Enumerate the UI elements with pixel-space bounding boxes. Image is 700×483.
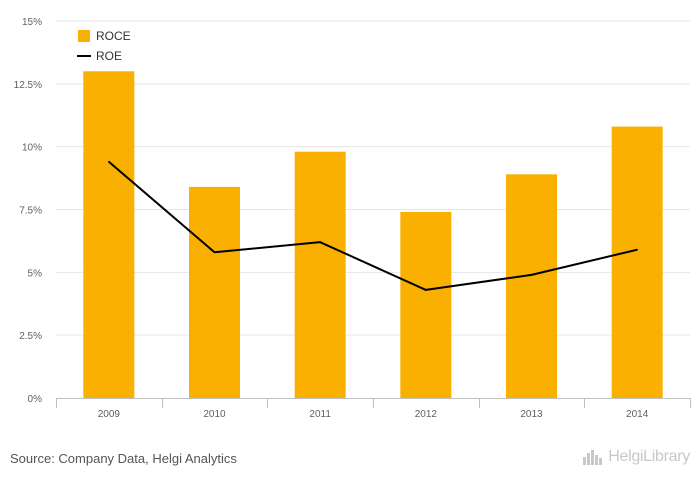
roe-polyline: [108, 160, 638, 291]
x-tick-label: 2011: [309, 409, 331, 420]
y-tick-label: 5%: [28, 268, 43, 279]
roce-bar-2009: [83, 71, 135, 399]
roce-bar-2011: [294, 151, 346, 398]
y-tick-label: 2.5%: [19, 331, 42, 342]
roe-point-2010: [213, 251, 216, 254]
legend-roce-swatch: [78, 30, 90, 42]
x-tick-label: 2014: [626, 409, 649, 420]
roce-bar-2014: [611, 126, 663, 398]
x-axis: 2009 2010 2011 2012 2013 2014: [56, 398, 691, 420]
x-tick-label: 2013: [520, 409, 543, 420]
y-tick-label: 0%: [28, 394, 43, 405]
roce-bar-2012: [400, 212, 452, 398]
y-axis: 0% 2.5% 5% 7.5% 10% 12.5% 15%: [14, 17, 42, 405]
roe-line: [108, 160, 638, 291]
roe-point-2013: [530, 274, 533, 276]
y-tick-label: 7.5%: [19, 206, 42, 217]
legend-roe-label: ROE: [96, 49, 122, 63]
roe-point-2011: [319, 241, 321, 243]
grid-lines: [56, 20, 690, 336]
roce-bar-2013: [506, 174, 557, 398]
roce-bars: [83, 71, 663, 399]
roe-point-2012: [425, 289, 427, 291]
brand-logo: HelgiLibrary: [582, 448, 690, 466]
roe-point-2014: [636, 248, 638, 251]
brand-name: HelgiLibrary: [608, 448, 690, 465]
source-note: Source: Company Data, Helgi Analytics: [10, 451, 237, 466]
roe-point-2009: [108, 160, 110, 163]
legend-roce-label: ROCE: [96, 29, 131, 43]
roce-roe-chart: 0% 2.5% 5% 7.5% 10% 12.5% 15% 2009 2010 2011 2012…: [14, 17, 691, 420]
y-tick-label: 10%: [22, 143, 42, 154]
y-tick-label: 12.5%: [14, 80, 42, 91]
x-tick-label: 2010: [203, 409, 226, 420]
x-tick-label: 2012: [415, 409, 438, 420]
legend: ROCE ROE: [77, 29, 131, 63]
skyline-icon: [583, 450, 603, 465]
roce-bar-2010: [189, 186, 240, 398]
x-tick-label: 2009: [98, 409, 121, 420]
y-tick-label: 15%: [22, 17, 42, 28]
